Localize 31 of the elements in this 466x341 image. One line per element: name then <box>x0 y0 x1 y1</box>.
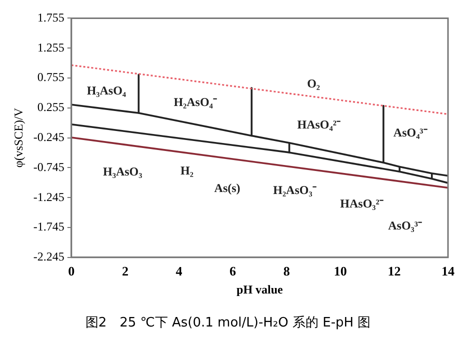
x-tick-label: 6 <box>230 264 237 279</box>
y-tick-label: -2.245 <box>33 250 64 264</box>
text: 图2 25 ℃下 As(0.1 mol/L)-H₂O 系的 E-pH 图 <box>85 316 371 331</box>
annotation: H₂AsO₃⁻ <box>273 182 316 197</box>
annotation: H₃AsO₄ <box>86 84 126 98</box>
x-tick-label: 8 <box>283 264 290 279</box>
annotation: HAsO₃²⁻ <box>340 196 384 210</box>
y-tick-label: -1.245 <box>33 190 64 204</box>
y-tick-label: 0.755 <box>37 70 64 84</box>
y-tick-label: -0.745 <box>33 160 64 174</box>
x-axis-title: pH value <box>236 282 284 296</box>
annotation: As(s) <box>214 181 240 196</box>
y-tick-label: 1.755 <box>37 10 64 24</box>
y-axis-title: φ(vsSCE)/V <box>11 108 26 168</box>
x-tick-label: 14 <box>442 264 455 279</box>
x-tick-label: 2 <box>122 264 128 279</box>
x-tick-label: 0 <box>68 264 75 279</box>
x-tick-label: 10 <box>334 264 347 279</box>
annotation: H₂ <box>180 164 194 178</box>
y-tick-label: 0.255 <box>37 100 64 114</box>
x-tick-label: 12 <box>388 264 401 279</box>
annotation: AsO₃³⁻ <box>388 218 422 232</box>
annotation: HAsO₄²⁻ <box>297 118 340 132</box>
annotation: O₂ <box>307 76 320 90</box>
annotation: H₂AsO₄⁻ <box>174 94 217 109</box>
annotation: AsO₄³⁻ <box>393 125 428 140</box>
y-tick-label: 1.255 <box>37 40 64 54</box>
y-tick-label: -1.745 <box>33 220 64 234</box>
y-tick-label: -0.245 <box>33 130 64 144</box>
x-tick-label: 4 <box>176 264 183 279</box>
annotation: H₃AsO₃ <box>103 164 143 179</box>
